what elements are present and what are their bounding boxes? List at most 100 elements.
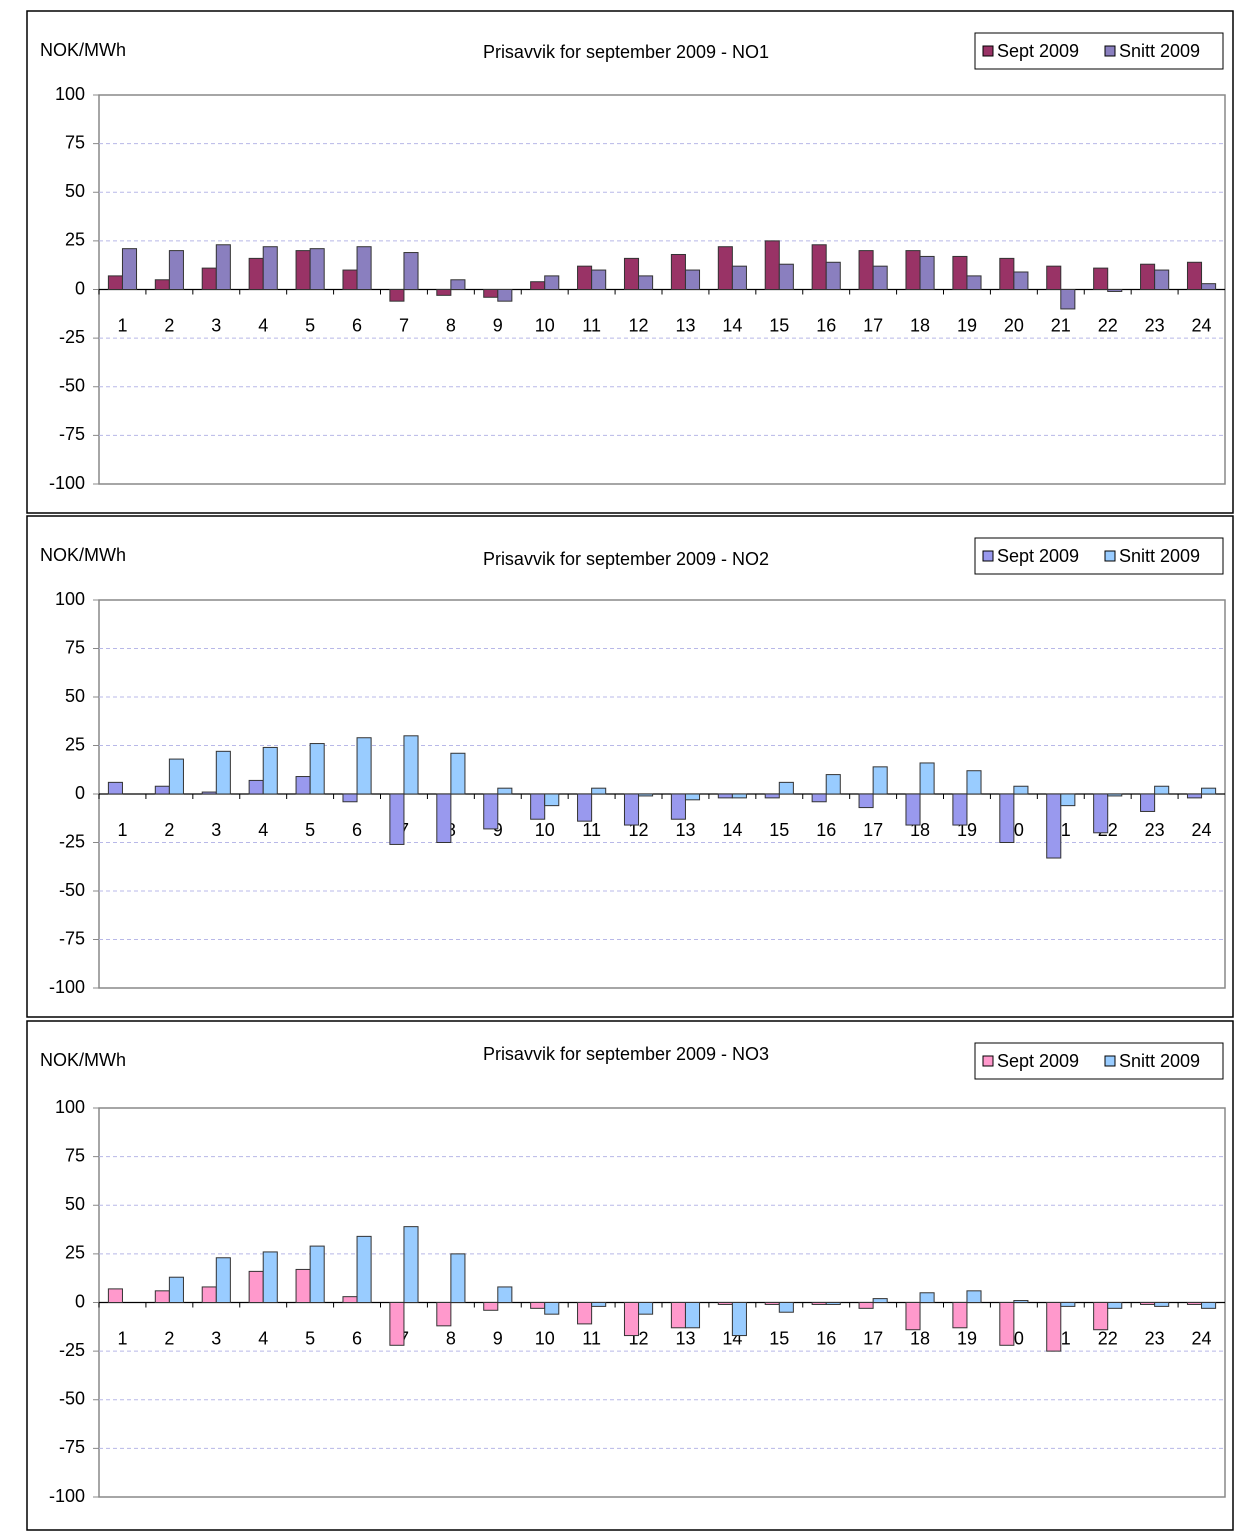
x-tick-label: 9 (493, 820, 503, 840)
x-tick-label: 5 (305, 315, 315, 335)
bar (544, 793, 560, 807)
bar (999, 257, 1015, 291)
y-tick-label: 50 (65, 1194, 85, 1214)
legend-box (974, 1042, 1224, 1080)
x-tick-label: 3 (211, 315, 221, 335)
bar (778, 781, 794, 795)
x-tick-label: 14 (722, 820, 742, 840)
legend-label: Snitt 2009 (1119, 1051, 1200, 1071)
bar (1154, 1302, 1170, 1307)
bar (262, 246, 278, 291)
bar (684, 1302, 701, 1329)
x-tick-label: 5 (305, 820, 315, 840)
bar (389, 289, 405, 302)
x-tick-label: 24 (1192, 820, 1212, 840)
y-tick-label: -100 (49, 473, 85, 493)
bar (731, 265, 747, 291)
x-tick-label: 24 (1192, 1328, 1212, 1348)
x-tick-label: 13 (675, 1328, 695, 1348)
y-tick-label: -75 (59, 424, 85, 444)
bar (872, 766, 888, 795)
bar (872, 265, 888, 291)
x-tick-label: 18 (910, 1328, 930, 1348)
bar (342, 269, 358, 290)
x-tick-label: 16 (816, 1328, 836, 1348)
x-tick-label: 23 (1145, 1328, 1165, 1348)
y-tick-label: -75 (59, 1437, 85, 1457)
bar (1201, 787, 1217, 795)
bar (168, 250, 184, 291)
bar (215, 750, 231, 795)
bar (1107, 1302, 1123, 1309)
x-tick-label: 17 (863, 315, 883, 335)
x-tick-label: 3 (211, 1328, 221, 1348)
bar (215, 244, 231, 290)
x-tick-label: 8 (446, 1328, 456, 1348)
bar (403, 252, 419, 290)
legend-label: Snitt 2009 (1119, 41, 1200, 61)
x-tick-label: 11 (582, 1328, 601, 1348)
x-tick-label: 13 (675, 315, 695, 335)
bar (825, 261, 841, 290)
bar (1186, 793, 1203, 799)
bar (638, 793, 654, 797)
bar (168, 758, 184, 795)
bar (295, 1268, 311, 1304)
bar (811, 793, 827, 803)
bar (1154, 785, 1170, 795)
bar (731, 793, 747, 799)
x-tick-label: 1 (117, 315, 127, 335)
bar (436, 289, 452, 296)
bar (905, 793, 921, 826)
legend-swatch (1104, 45, 1116, 57)
y-tick-label: -50 (59, 880, 85, 900)
bar (497, 1286, 513, 1303)
bar (436, 1302, 452, 1327)
bar (764, 1302, 780, 1305)
x-tick-label: 4 (258, 820, 268, 840)
bar (717, 246, 733, 291)
bar (262, 746, 278, 795)
y-tick-label: 100 (55, 84, 85, 104)
bar (577, 793, 593, 822)
x-tick-label: 2 (164, 1328, 174, 1348)
y-tick-label: 100 (55, 589, 85, 609)
legend-label: Snitt 2009 (1119, 546, 1200, 566)
bar (1140, 793, 1156, 812)
bar (684, 269, 701, 290)
legend-swatch (982, 1055, 994, 1067)
bar (952, 255, 968, 290)
bar (1046, 265, 1062, 291)
bar (483, 793, 499, 830)
bar (811, 1302, 827, 1305)
legend-swatch (1104, 550, 1116, 562)
bar (450, 279, 466, 290)
bar (215, 1257, 231, 1304)
x-tick-label: 15 (769, 315, 789, 335)
y-tick-label: 50 (65, 181, 85, 201)
legend-label: Sept 2009 (997, 41, 1079, 61)
y-tick-label: 25 (65, 734, 85, 754)
bar (544, 275, 560, 291)
x-tick-label: 3 (211, 820, 221, 840)
legend-label: Sept 2009 (997, 546, 1079, 566)
bar (1046, 793, 1062, 859)
bar (295, 776, 311, 795)
bar (107, 275, 123, 291)
bar (825, 1302, 841, 1305)
bar (577, 265, 593, 291)
bar (966, 770, 982, 795)
bar (1013, 1300, 1029, 1304)
x-tick-label: 9 (493, 1328, 503, 1348)
bar (530, 281, 546, 291)
y-tick-label: -25 (59, 831, 85, 851)
x-tick-label: 1 (117, 1328, 127, 1348)
x-tick-label: 6 (352, 820, 362, 840)
bar (201, 791, 217, 795)
y-axis-label: NOK/MWh (40, 545, 126, 565)
bar (811, 244, 827, 290)
x-tick-label: 16 (816, 820, 836, 840)
bar (591, 1302, 607, 1307)
bar (450, 752, 466, 795)
x-tick-label: 4 (258, 315, 268, 335)
